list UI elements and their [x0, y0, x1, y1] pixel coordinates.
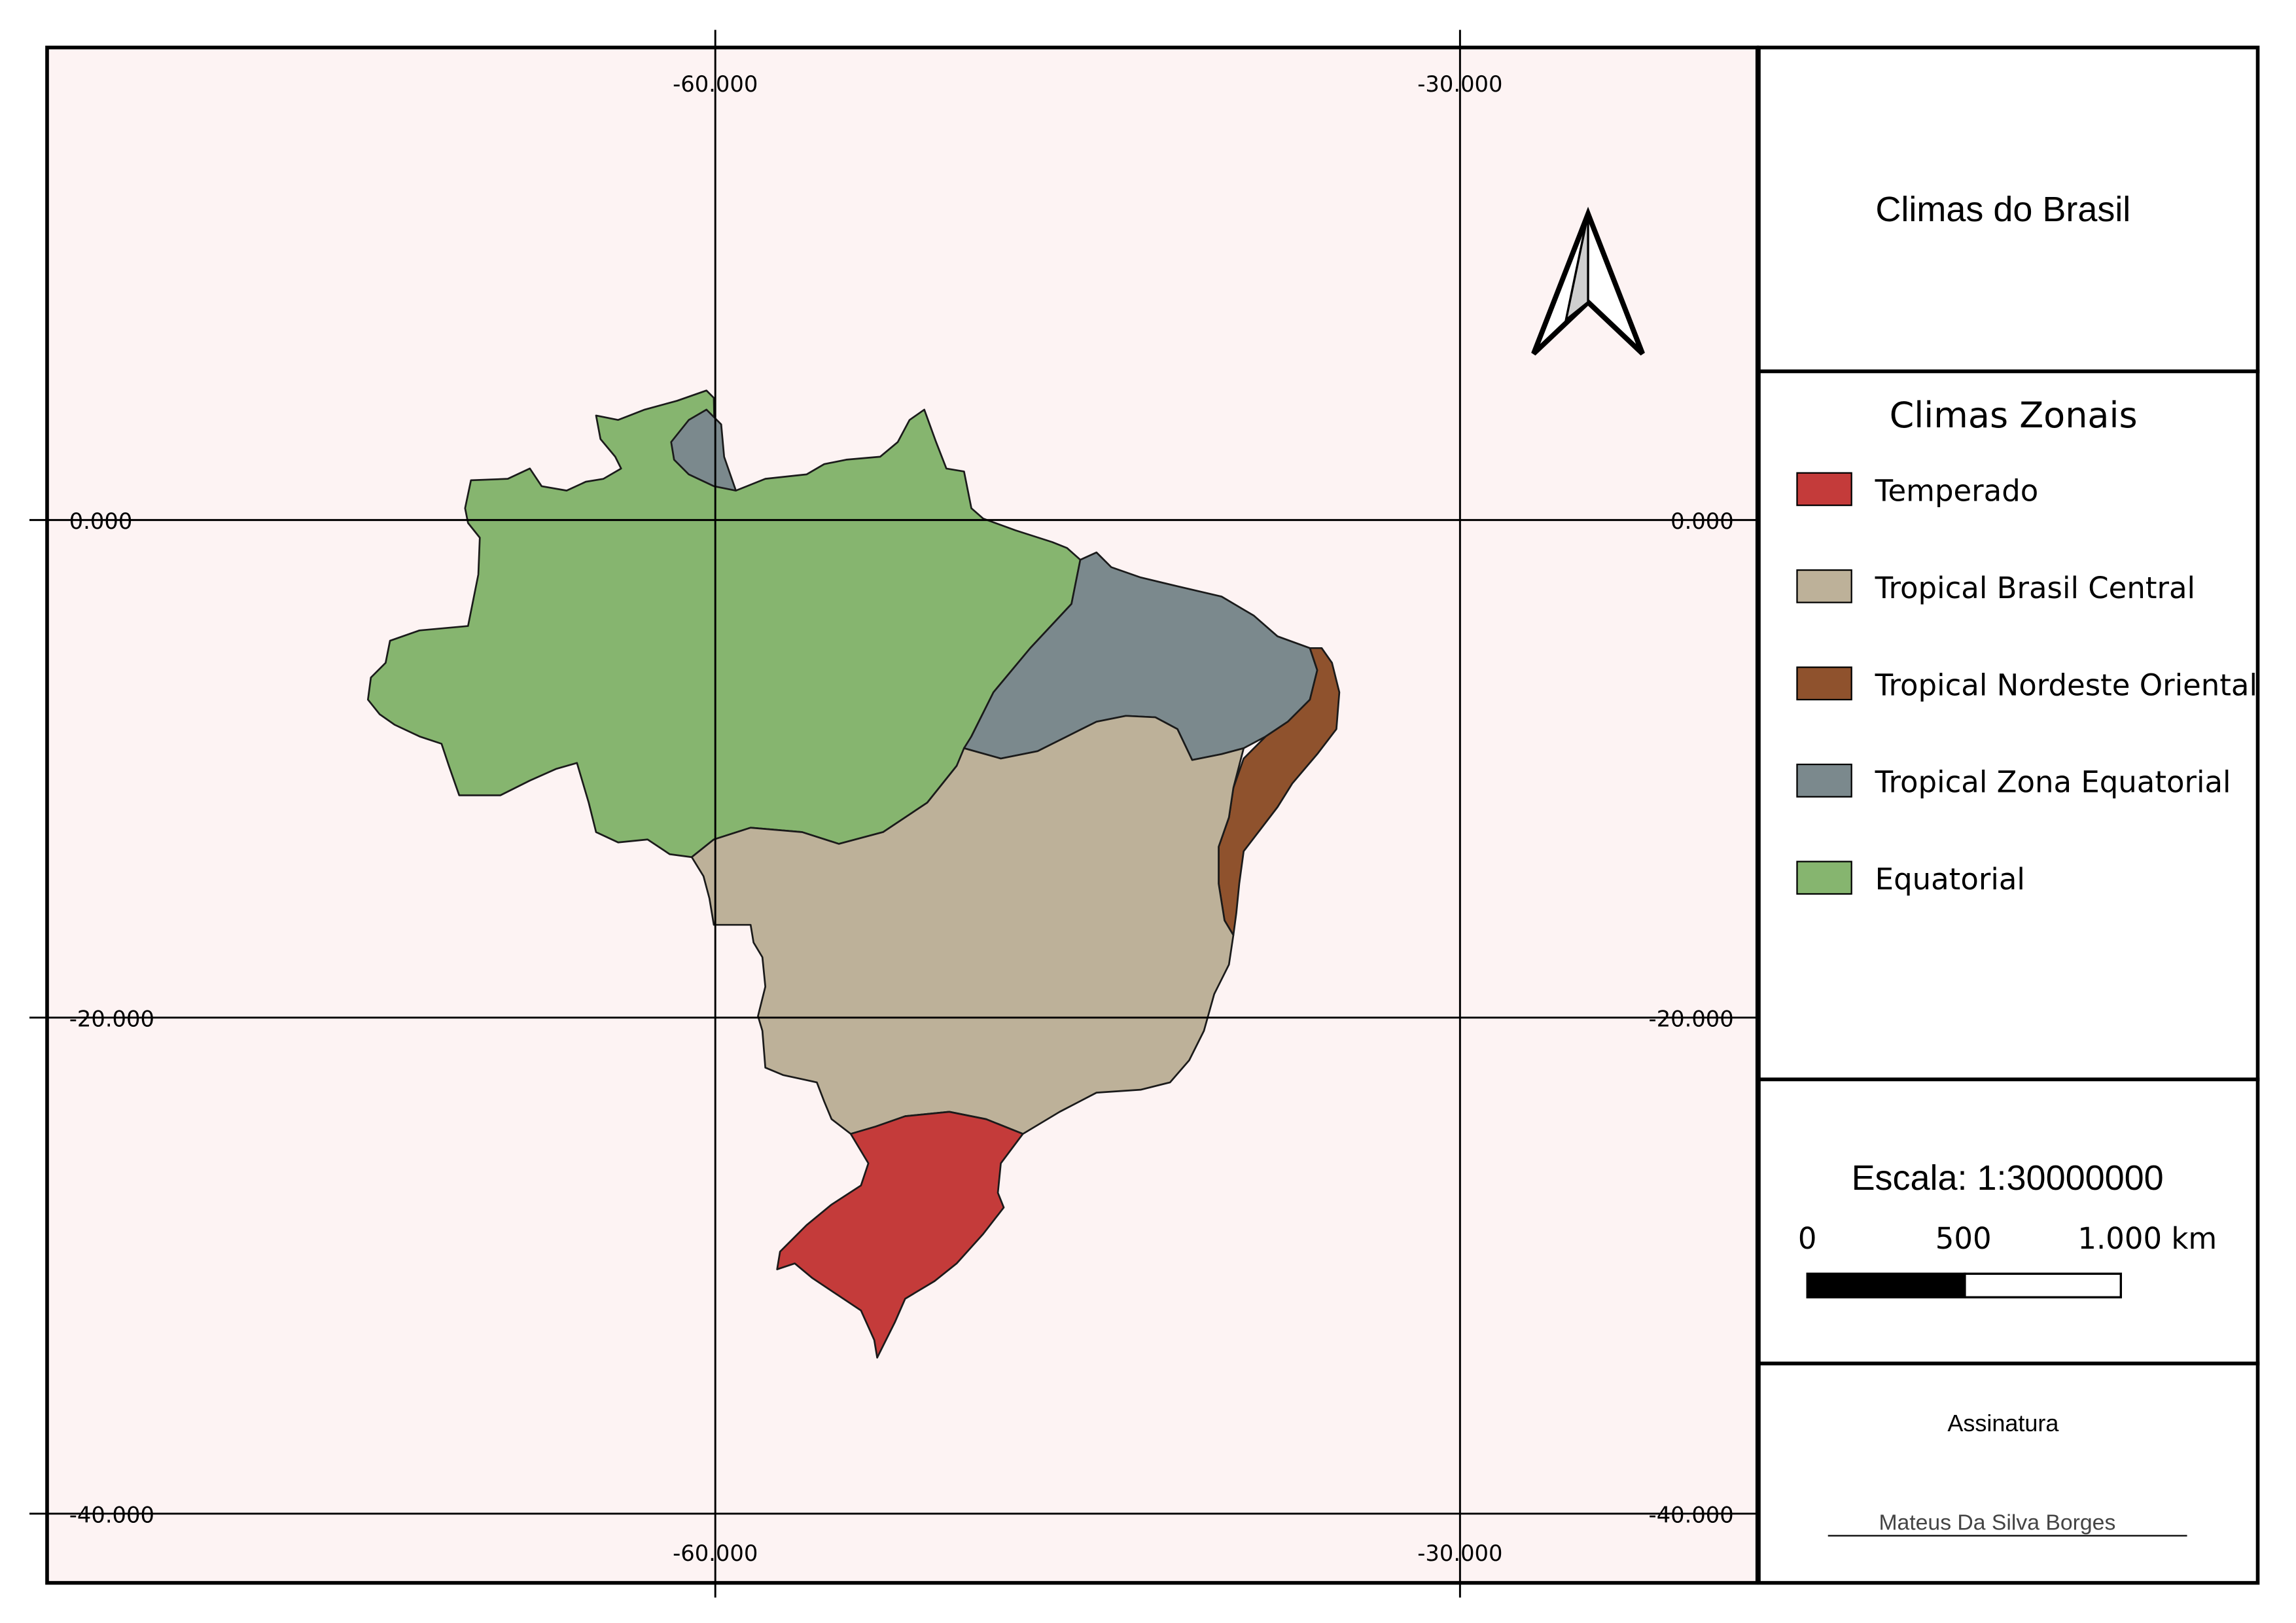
grid-label-lat-left: 0.000 [69, 508, 133, 534]
map-title: Climas do Brasil [1875, 190, 2130, 229]
scale-box [1757, 1077, 2260, 1366]
region-temperado[interactable] [776, 1111, 1024, 1359]
legend-label: Temperado [1875, 473, 2039, 508]
scale-tick-label: 0 [1798, 1221, 1817, 1256]
grid-label-lat-right: 0.000 [1670, 508, 1734, 534]
grid-label-lon-bottom: -60.000 [673, 1541, 758, 1566]
grid-label-lat-left: -20.000 [69, 1006, 154, 1031]
title-box [1757, 45, 2260, 374]
legend-title: Climas Zonais [1890, 395, 2138, 436]
brazil-map [366, 389, 1341, 1359]
signature-label: Assinatura [1947, 1410, 2058, 1436]
legend-swatch-equatorial [1796, 861, 1852, 895]
grid-label-lat-right: -20.000 [1649, 1006, 1734, 1031]
region-equatorial[interactable] [366, 389, 1082, 859]
north-arrow-icon [1531, 206, 1645, 356]
scale-bar [1806, 1272, 2123, 1298]
signature-name: Mateus Da Silva Borges [1879, 1510, 2115, 1535]
scale-tick-label: 1.000 km [2077, 1221, 2217, 1256]
region-tropical-zona-equatorial-north[interactable] [670, 408, 737, 491]
grid-label-lat-left: -40.000 [69, 1502, 154, 1527]
legend-label: Tropical Brasil Central [1875, 571, 2195, 605]
scale-tick-label: 500 [1935, 1221, 1992, 1256]
legend-items [1796, 472, 1852, 895]
legend-swatch-temperado [1796, 472, 1852, 507]
legend-swatch-tropical-zona-equatorial [1796, 763, 1852, 798]
legend-label: Tropical Zona Equatorial [1875, 765, 2231, 800]
legend-label: Equatorial [1875, 862, 2025, 897]
legend-swatch-tropical-brasil-central [1796, 569, 1852, 603]
graticule [29, 29, 1774, 1598]
scale-title: Escala: 1:30000000 [1852, 1158, 2164, 1198]
grid-label-lon-top: -30.000 [1417, 71, 1502, 97]
signature-box [1757, 1361, 2260, 1585]
region-tropical-nordeste-oriental[interactable] [1218, 647, 1341, 936]
side-panel [1757, 45, 2260, 1585]
legend-swatch-tropical-nordeste-oriental [1796, 666, 1852, 701]
grid-label-lon-bottom: -30.000 [1417, 1541, 1502, 1566]
legend-label: Tropical Nordeste Oriental [1875, 668, 2257, 702]
grid-label-lon-top: -60.000 [673, 71, 758, 97]
grid-label-lat-right: -40.000 [1649, 1502, 1734, 1527]
